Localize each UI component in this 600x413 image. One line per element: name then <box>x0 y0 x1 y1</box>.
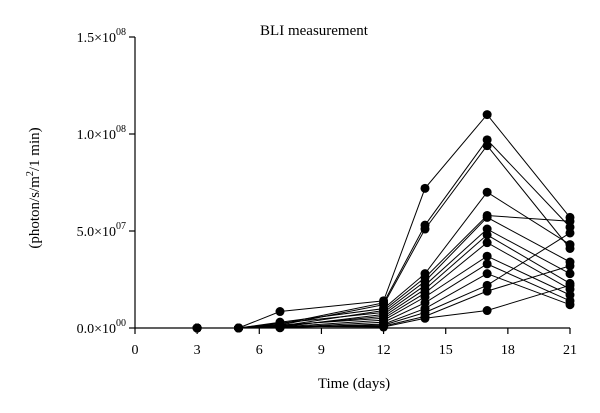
x-tick-label: 15 <box>439 343 453 358</box>
y-axis-title: (photon/s/m2/1 min) <box>25 127 43 248</box>
series-line <box>197 113 571 329</box>
data-point <box>482 251 492 261</box>
data-point <box>482 187 492 197</box>
data-point <box>420 183 430 193</box>
data-point <box>565 240 575 250</box>
data-point <box>482 141 492 151</box>
data-point <box>420 313 430 323</box>
data-point <box>565 228 575 238</box>
plot-area <box>192 110 575 333</box>
data-point <box>482 286 492 296</box>
data-point <box>565 280 575 290</box>
y-tick-label: 1.5×1008 <box>77 27 126 46</box>
data-point <box>565 261 575 271</box>
x-axis-title: Time (days) <box>318 376 390 392</box>
series-3 <box>192 141 575 333</box>
data-point <box>565 216 575 226</box>
data-point <box>482 259 492 269</box>
y-tick-label: 1.0×1008 <box>77 124 126 143</box>
data-point <box>482 230 492 240</box>
series-15 <box>192 280 575 333</box>
data-point <box>275 321 285 331</box>
data-point <box>482 110 492 120</box>
x-tick-label: 12 <box>377 343 391 358</box>
data-point <box>379 322 389 332</box>
x-tick-label: 6 <box>256 343 263 358</box>
data-point <box>482 269 492 279</box>
axis-ticks: 0 3 6 9 12 15 18 21 0.0×1000 5.0×1007 1.0×1008 1.5×… <box>77 27 577 358</box>
data-point <box>234 323 244 333</box>
x-tick-label: 21 <box>563 343 577 358</box>
y-tick-label: 5.0×1007 <box>77 221 126 240</box>
x-tick-label: 9 <box>318 343 325 358</box>
data-point <box>420 224 430 234</box>
x-tick-label: 18 <box>501 343 515 358</box>
data-point <box>565 300 575 310</box>
y-tick-label: 0.0×1000 <box>77 318 126 337</box>
data-point <box>482 212 492 222</box>
x-tick-label: 3 <box>194 343 201 358</box>
chart-title: BLI measurement <box>260 23 369 39</box>
data-point <box>482 306 492 316</box>
x-tick-label: 0 <box>132 343 139 358</box>
data-point <box>565 269 575 279</box>
data-point <box>482 238 492 248</box>
data-point <box>192 323 202 333</box>
data-point <box>275 307 285 317</box>
